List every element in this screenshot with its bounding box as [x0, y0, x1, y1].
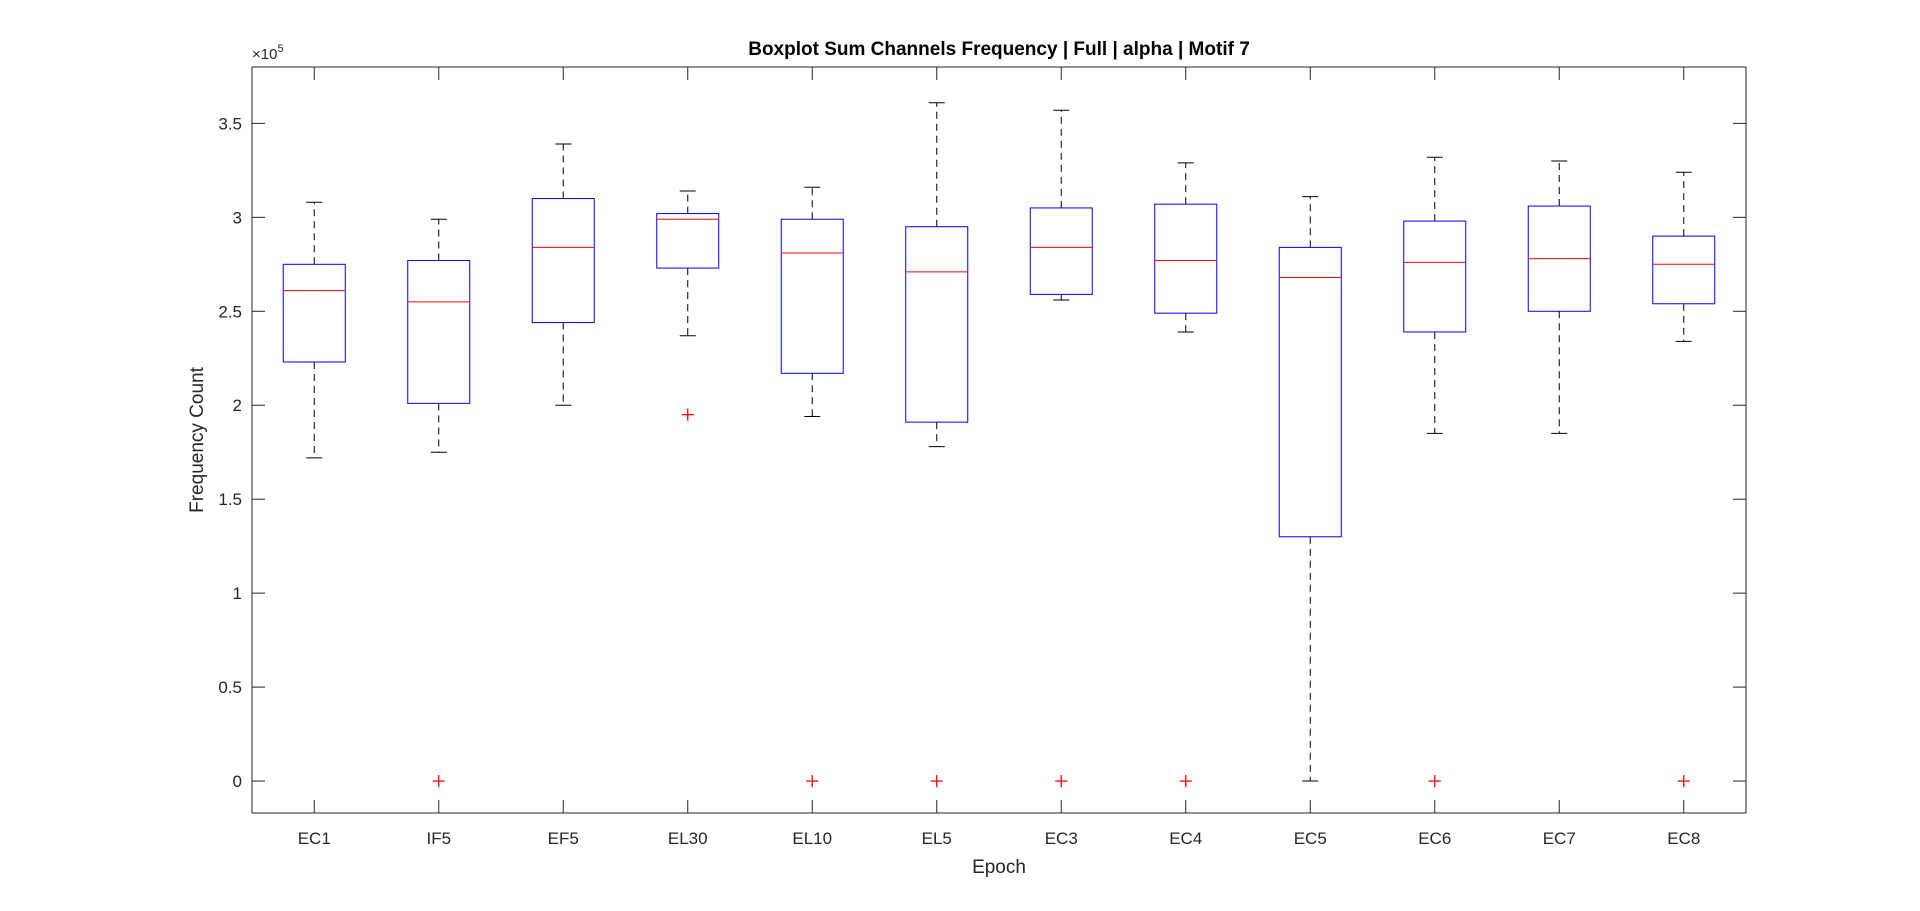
y-axis-exponent: ×105 [252, 43, 284, 63]
x-axis-label: Epoch [972, 857, 1026, 878]
outlier-marker [681, 408, 694, 421]
y-tick-label: 0 [233, 772, 242, 791]
y-axis-label: Frequency Count [187, 366, 208, 512]
plot-area: 0 0.5 1 1.5 2 2.5 3 3.5 EC1 IF5 EF5 EL30 EL10 EL5 EC3 E… [218, 66, 1747, 848]
outlier-marker [1677, 775, 1690, 788]
outlier-marker [930, 775, 943, 788]
outlier-marker [432, 775, 445, 788]
y-tick-label: 1 [233, 584, 242, 603]
x-tick-label: EL30 [668, 829, 708, 848]
y-tick-label: 3 [233, 208, 242, 227]
x-tick-label: EL5 [922, 829, 952, 848]
outlier-marker [1055, 775, 1068, 788]
x-tick-label: EC1 [298, 829, 331, 848]
x-tick-label: EC8 [1667, 829, 1700, 848]
box [531, 198, 595, 324]
box [780, 218, 844, 374]
outlier-marker [806, 775, 819, 788]
box [1029, 207, 1093, 295]
y-tick-label: 2 [233, 396, 242, 415]
x-tick-label: EC7 [1543, 829, 1576, 848]
chart-title: Boxplot Sum Channels Frequency | Full | … [748, 39, 1250, 60]
outlier-marker [1428, 775, 1441, 788]
x-tick-label: EC5 [1294, 829, 1327, 848]
x-tick-label: EL10 [792, 829, 832, 848]
y-tick-label: 2.5 [218, 302, 242, 321]
box [282, 263, 346, 363]
y-axis-exponent-base: ×10 [252, 46, 277, 63]
box [1652, 235, 1716, 305]
y-tick-label: 3.5 [218, 114, 242, 133]
x-tick-label: EC4 [1169, 829, 1202, 848]
y-axis-exponent-power: 5 [277, 43, 283, 55]
x-tick-label: IF5 [426, 829, 451, 848]
x-tick-label: EC6 [1418, 829, 1451, 848]
box [1278, 246, 1342, 538]
x-tick-label: EC3 [1045, 829, 1078, 848]
box [656, 213, 720, 269]
box [407, 260, 471, 404]
outlier-marker [1179, 775, 1192, 788]
box [905, 226, 969, 423]
x-tick-label: EF5 [548, 829, 579, 848]
axes-frame [251, 66, 1747, 814]
y-tick-label: 1.5 [218, 490, 242, 509]
box [1154, 203, 1218, 314]
y-tick-label: 0.5 [218, 678, 242, 697]
box [1403, 220, 1467, 333]
